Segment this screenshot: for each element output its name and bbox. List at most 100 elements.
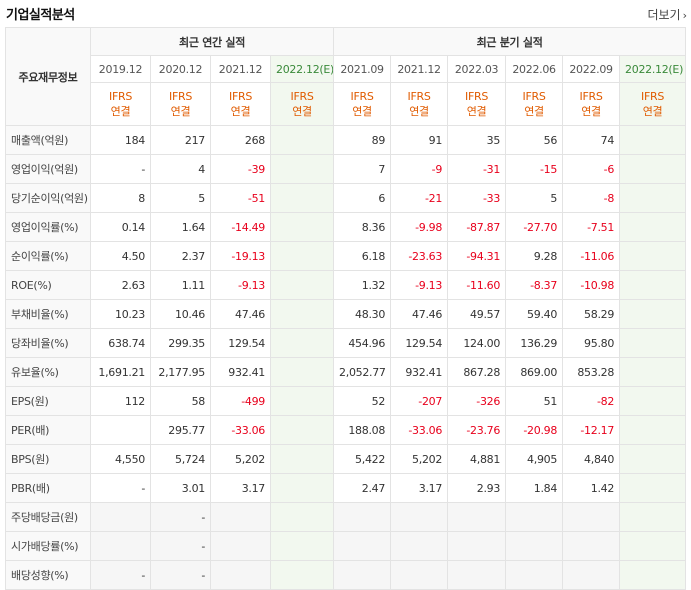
basis-header: IFRS 연결 — [562, 82, 621, 126]
basis-header: IFRS 연결 — [333, 82, 392, 126]
row-label: 유보율(%) — [5, 357, 91, 387]
table-cell: -207 — [390, 386, 449, 416]
table-cell: -11.60 — [447, 270, 507, 300]
table-cell — [269, 328, 335, 358]
basis-scope: 연결 — [524, 105, 544, 118]
table-cell: -9.13 — [390, 270, 449, 300]
table-cell: -27.70 — [505, 212, 564, 242]
table-row: 당기순이익(억원) 8 5 -51 6 -21 -33 5 -8 — [5, 183, 687, 213]
table-cell: 129.54 — [210, 328, 271, 358]
row-label: 영업이익률(%) — [5, 212, 91, 242]
period-header: 2021.12 — [210, 55, 271, 83]
table-cell — [269, 444, 335, 474]
chevron-right-icon: › — [682, 9, 687, 22]
table-cell: - — [90, 473, 151, 503]
period-header: 2021.09 — [333, 55, 392, 83]
table-cell: 3.17 — [210, 473, 271, 503]
basis-scope: 연결 — [170, 105, 191, 118]
table-cell: -12.17 — [562, 415, 621, 445]
period-header: 2022.06 — [505, 55, 564, 83]
table-cell — [390, 502, 449, 532]
period-header: 2022.12(E) — [619, 55, 687, 83]
table-cell: -8.37 — [505, 270, 564, 300]
table-cell: 2.93 — [447, 473, 507, 503]
table-cell — [619, 212, 687, 242]
table-cell — [447, 531, 507, 561]
table-cell: 268 — [210, 125, 271, 155]
period-header: 2021.12 — [390, 55, 449, 83]
table-cell: 10.46 — [150, 299, 211, 329]
basis-header: IFRS 연결 — [90, 82, 151, 126]
table-cell: 35 — [447, 125, 507, 155]
basis-header: IFRS 연결 — [150, 82, 211, 126]
row-label: PBR(배) — [5, 473, 91, 503]
table-cell: 95.80 — [562, 328, 621, 358]
table-cell — [269, 212, 335, 242]
table-cell — [390, 531, 449, 561]
basis-standard: IFRS — [290, 90, 314, 103]
table-cell: -8 — [562, 183, 621, 213]
more-link[interactable]: 더보기 › — [647, 6, 687, 23]
table-cell: 91 — [390, 125, 449, 155]
table-cell: - — [90, 560, 151, 590]
table-cell — [269, 386, 335, 416]
table-cell: 3.17 — [390, 473, 449, 503]
table-cell — [269, 560, 335, 590]
row-label: 당좌비율(%) — [5, 328, 91, 358]
table-cell — [619, 299, 687, 329]
basis-scope: 연결 — [230, 105, 251, 118]
table-cell — [90, 502, 151, 532]
basis-standard: IFRS — [465, 90, 489, 103]
table-cell: 853.28 — [562, 357, 621, 387]
table-cell: 2.63 — [90, 270, 151, 300]
table-cell — [269, 154, 335, 184]
table-cell — [619, 241, 687, 271]
table-cell: 52 — [333, 386, 392, 416]
table-cell: 5 — [150, 183, 211, 213]
table-cell — [390, 560, 449, 590]
table-cell: 5,202 — [210, 444, 271, 474]
table-cell: 217 — [150, 125, 211, 155]
table-cell: - — [150, 502, 211, 532]
basis-scope: 연결 — [110, 105, 131, 118]
table-cell: -23.76 — [447, 415, 507, 445]
table-cell — [619, 357, 687, 387]
table-cell: 4.50 — [90, 241, 151, 271]
table-cell: -15 — [505, 154, 564, 184]
basis-header: IFRS 연결 — [269, 82, 335, 126]
table-cell: 454.96 — [333, 328, 392, 358]
table-cell: 4,905 — [505, 444, 564, 474]
row-label: EPS(원) — [5, 386, 91, 416]
basis-header: IFRS 연결 — [390, 82, 449, 126]
table-cell — [447, 560, 507, 590]
basis-standard: IFRS — [407, 90, 431, 103]
more-label: 더보기 — [647, 8, 681, 22]
table-cell — [619, 125, 687, 155]
table-cell: -23.63 — [390, 241, 449, 271]
basis-standard: IFRS — [641, 90, 665, 103]
basis-header: IFRS 연결 — [447, 82, 507, 126]
table-cell: 2,177.95 — [150, 357, 211, 387]
table-cell — [619, 328, 687, 358]
table-cell: 2,052.77 — [333, 357, 392, 387]
basis-standard: IFRS — [350, 90, 374, 103]
table-cell — [269, 299, 335, 329]
table-cell: 4,840 — [562, 444, 621, 474]
table-cell: - — [150, 560, 211, 590]
table-cell: - — [90, 154, 151, 184]
table-cell: -20.98 — [505, 415, 564, 445]
table-cell: 1,691.21 — [90, 357, 151, 387]
period-header: 2020.12 — [150, 55, 211, 83]
table-cell: 51 — [505, 386, 564, 416]
table-row: PBR(배) -3.01 3.17 2.47 3.17 2.93 1.84 1.42 — [5, 473, 687, 503]
table-cell: -9.13 — [210, 270, 271, 300]
table-cell: 74 — [562, 125, 621, 155]
table-cell — [333, 560, 392, 590]
table-row: EPS(원) 112 58 -499 52 -207 -326 51 -82 — [5, 386, 687, 416]
table-cell — [269, 502, 335, 532]
table-row: PER(배) 295.77 -33.06 188.08 -33.06 -23.76 -20.… — [5, 415, 687, 445]
table-cell — [90, 531, 151, 561]
basis-scope: 연결 — [352, 105, 372, 118]
table-cell: -10.98 — [562, 270, 621, 300]
table-cell: 58.29 — [562, 299, 621, 329]
